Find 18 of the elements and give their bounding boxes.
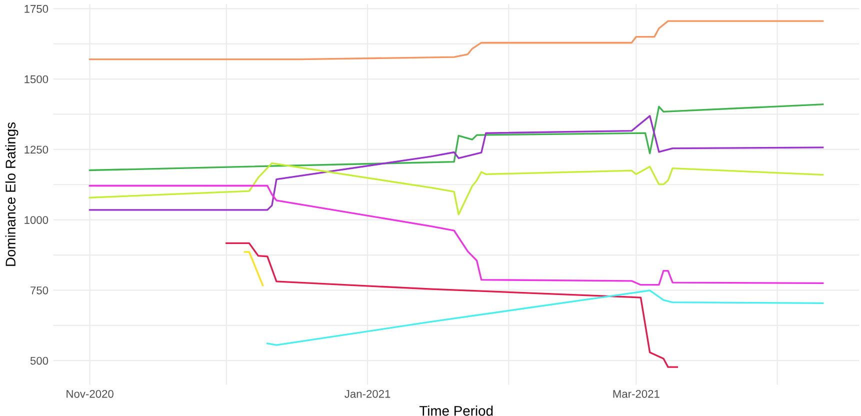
line-series — [226, 242, 678, 368]
line-series — [88, 20, 824, 60]
line-series — [88, 184, 824, 286]
line-series — [88, 104, 824, 172]
x-tick-label: Jan-2021 — [344, 390, 390, 398]
y-tick-label: 1750 — [24, 4, 48, 13]
x-axis-title: Time Period — [419, 406, 493, 416]
y-tick-label: 1500 — [24, 75, 48, 84]
line-series — [266, 290, 824, 346]
x-tick-label: Mar-2021 — [613, 390, 660, 398]
line-series — [88, 115, 824, 211]
y-axis-title: Dominance Elo Ratings — [5, 122, 18, 266]
x-tick-label: Nov-2020 — [66, 390, 114, 398]
line-series — [88, 162, 824, 216]
y-tick-label: 750 — [30, 286, 48, 294]
y-tick-label: 1250 — [24, 146, 48, 154]
y-tick-label: 500 — [30, 356, 48, 365]
y-tick-label: 1000 — [24, 216, 48, 224]
